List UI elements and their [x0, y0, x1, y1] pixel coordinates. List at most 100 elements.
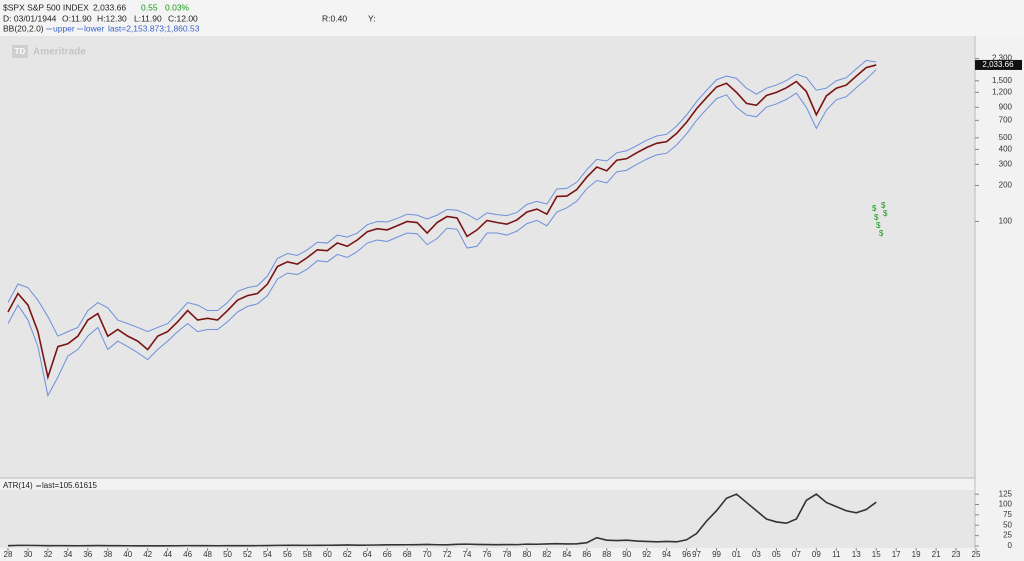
x-tick-label: 11	[832, 550, 841, 559]
x-tick-label: 60	[323, 550, 332, 559]
x-tick-label: 46	[183, 550, 192, 559]
x-tick-label: 86	[582, 550, 591, 559]
price-panel	[0, 36, 975, 478]
y-tick-label: 500	[999, 133, 1013, 142]
symbol: $SPX S&P 500 INDEX	[3, 2, 89, 12]
x-tick-label: 66	[383, 550, 392, 559]
legend-upper: upper	[53, 23, 75, 33]
y-tick-label: 0	[1008, 541, 1013, 550]
atr-last: last=105.61615	[42, 481, 97, 490]
last-price-label: 2,033.66	[982, 60, 1014, 69]
low: L:11.90	[134, 13, 162, 23]
x-tick-label: 09	[812, 550, 821, 559]
brand: Ameritrade	[33, 47, 86, 58]
y-tick-label: 200	[999, 181, 1013, 190]
y-tick-label: 900	[999, 102, 1013, 111]
x-tick-label: 15	[872, 550, 881, 559]
x-tick-label: 76	[483, 550, 492, 559]
atr-label: ATR(14)	[3, 481, 33, 490]
x-tick-label: 80	[522, 550, 531, 559]
x-tick-label: 96	[682, 550, 691, 559]
atr-panel	[0, 490, 975, 548]
change: 0.55	[141, 2, 158, 12]
x-tick-label: 70	[423, 550, 432, 559]
y-value: Y:	[368, 13, 376, 23]
x-tick-label: 56	[283, 550, 292, 559]
date: D: 03/01/1944	[3, 13, 57, 23]
close: C:12.00	[168, 13, 198, 23]
x-tick-label: 03	[752, 550, 761, 559]
header-bg	[0, 0, 1024, 36]
x-tick-label: 19	[912, 550, 921, 559]
series-line	[7, 493, 877, 547]
open: O:11.90	[62, 13, 92, 23]
x-tick-label: 62	[343, 550, 352, 559]
last-price-badge	[975, 59, 1022, 70]
y-tick-label: 100	[999, 500, 1013, 509]
x-tick-label: 84	[562, 550, 571, 559]
x-tick-label: 42	[143, 550, 152, 559]
high: H:12.30	[97, 13, 127, 23]
x-tick-label: 30	[23, 550, 32, 559]
y-tick-label: 400	[999, 145, 1013, 154]
dividend-marker: $	[883, 209, 888, 218]
dividend-marker: $	[874, 213, 879, 222]
y-tick-label: 125	[999, 489, 1013, 498]
x-tick-label: 28	[4, 550, 13, 559]
x-tick-label: 52	[243, 550, 252, 559]
x-tick-label: 82	[542, 550, 551, 559]
x-tick-label: 68	[403, 550, 412, 559]
x-tick-label: 01	[732, 550, 741, 559]
y-tick-label: 75	[1003, 510, 1012, 519]
x-tick-label: 88	[602, 550, 611, 559]
x-tick-label: 74	[463, 550, 472, 559]
y-tick-label: 100	[999, 217, 1013, 226]
x-tick-label: 54	[263, 550, 272, 559]
price: 2,033.66	[93, 2, 126, 12]
y-tick-label: 1,500	[992, 76, 1013, 85]
logo: TD	[15, 47, 26, 56]
y-tick-label: 50	[1003, 520, 1012, 529]
x-tick-label: 78	[503, 550, 512, 559]
x-tick-label: 32	[43, 550, 52, 559]
series-line	[7, 69, 877, 398]
x-tick-label: 38	[103, 550, 112, 559]
y-tick-label: 25	[1003, 531, 1012, 540]
legend-lower: lower	[84, 23, 104, 33]
x-tick-label: 07	[792, 550, 801, 559]
x-tick-label: 36	[83, 550, 92, 559]
x-tick-label: 58	[303, 550, 312, 559]
y-tick-label: 2,300	[992, 54, 1013, 63]
dividend-marker: $	[876, 221, 881, 230]
x-tick-label: 25	[972, 550, 981, 559]
x-tick-label: 40	[123, 550, 132, 559]
logo-box	[12, 45, 28, 58]
x-tick-label: 21	[932, 550, 941, 559]
bb-label: BB(20,2.0)	[3, 23, 44, 33]
x-tick-label: 34	[63, 550, 72, 559]
series-line	[7, 64, 877, 381]
x-tick-label: 23	[952, 550, 961, 559]
x-tick-label: 94	[662, 550, 671, 559]
x-tick-label: 05	[772, 550, 781, 559]
dividend-marker: $	[872, 204, 877, 213]
y-tick-label: 1,200	[992, 87, 1013, 96]
x-tick-label: 99	[712, 550, 721, 559]
y-tick-label: 700	[999, 115, 1013, 124]
series-line	[7, 59, 877, 337]
r-value: R:0.40	[322, 13, 347, 23]
y-tick-label: 300	[999, 159, 1013, 168]
x-tick-label: 13	[852, 550, 861, 559]
x-tick-label: 44	[163, 550, 172, 559]
bb-last: last=2,153.873;1,860.53	[108, 23, 200, 33]
x-tick-label: 72	[443, 550, 452, 559]
dividend-marker: $	[879, 229, 884, 238]
x-tick-label: 17	[892, 550, 901, 559]
x-tick-label: 97	[692, 550, 701, 559]
x-tick-label: 90	[622, 550, 631, 559]
x-tick-label: 64	[363, 550, 372, 559]
x-tick-label: 48	[203, 550, 212, 559]
x-tick-label: 50	[223, 550, 232, 559]
dividend-marker: $	[881, 201, 886, 210]
